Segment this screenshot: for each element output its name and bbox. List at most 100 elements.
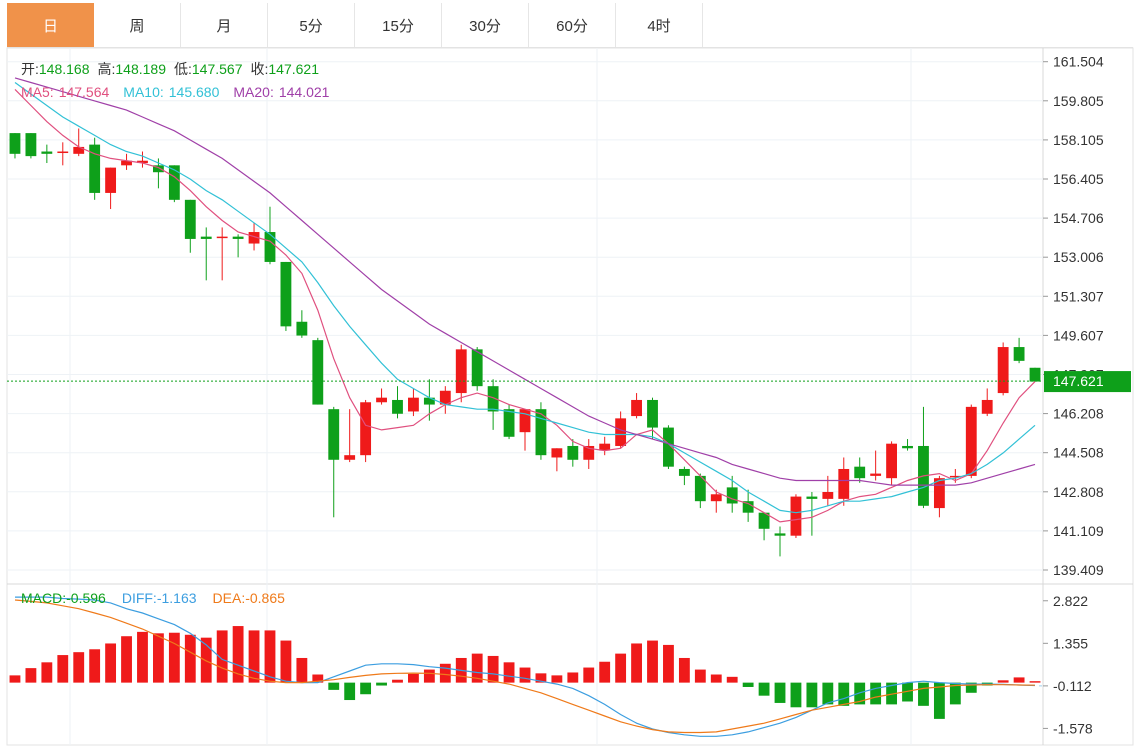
candle-body bbox=[216, 236, 228, 239]
tab-month[interactable]: 月 bbox=[181, 3, 268, 47]
ma20-label: MA20: bbox=[233, 84, 273, 100]
candle-body bbox=[742, 501, 754, 513]
ma10-value: 145.680 bbox=[169, 84, 220, 100]
candle-body bbox=[965, 406, 977, 476]
macd-bar bbox=[678, 657, 690, 683]
price-tick-label: 158.105 bbox=[1053, 132, 1104, 148]
macd-bar bbox=[806, 682, 818, 708]
dea-line bbox=[14, 599, 1036, 734]
tab-60min[interactable]: 60分 bbox=[529, 3, 616, 47]
candle-body bbox=[25, 133, 37, 157]
macd-bar bbox=[137, 631, 148, 683]
candle-body bbox=[392, 399, 403, 414]
candle-body bbox=[487, 386, 499, 412]
price-tick-label: 154.706 bbox=[1053, 210, 1104, 226]
macd-bar bbox=[121, 636, 132, 683]
macd-bar bbox=[551, 675, 563, 683]
candle-body bbox=[997, 347, 1009, 394]
candle-body bbox=[312, 340, 324, 405]
macd-bar bbox=[519, 667, 531, 683]
candle-body bbox=[806, 496, 818, 499]
macd-bar bbox=[376, 682, 387, 686]
price-tick-label: 156.405 bbox=[1053, 171, 1104, 187]
candle-body bbox=[296, 321, 308, 336]
candle-body bbox=[933, 478, 945, 509]
high-value: 148.189 bbox=[115, 61, 166, 77]
macd-bar bbox=[184, 634, 196, 683]
candle-body bbox=[519, 409, 531, 433]
candle-body bbox=[567, 445, 579, 460]
macd-bar bbox=[57, 655, 69, 683]
macd-bar bbox=[439, 663, 451, 683]
candle-body bbox=[981, 399, 993, 414]
candle-body bbox=[137, 160, 148, 164]
ma20-line bbox=[14, 77, 1036, 486]
tab-15min[interactable]: 15分 bbox=[355, 3, 442, 47]
macd-bar bbox=[41, 662, 53, 683]
candle-body bbox=[663, 427, 674, 467]
candle-body bbox=[535, 409, 547, 456]
candle-body bbox=[1013, 347, 1025, 361]
candle-body bbox=[902, 445, 913, 449]
candle-body bbox=[280, 261, 292, 327]
macd-bar bbox=[1029, 681, 1041, 683]
tab-4hour[interactable]: 4时 bbox=[616, 3, 703, 47]
candle-body bbox=[949, 475, 961, 478]
candle-body bbox=[9, 133, 21, 154]
candle-body bbox=[854, 466, 866, 479]
macd-bar bbox=[933, 682, 945, 719]
candle-body bbox=[838, 468, 850, 499]
candle-body bbox=[57, 151, 69, 154]
macd-tick-label: 1.355 bbox=[1053, 635, 1088, 651]
macd-bar bbox=[264, 630, 276, 683]
tab-5min[interactable]: 5分 bbox=[268, 3, 355, 47]
candle-body bbox=[121, 160, 132, 166]
candle-body bbox=[360, 402, 372, 456]
price-tick-label: 146.208 bbox=[1053, 406, 1104, 422]
period-tabs: 日 周 月 5分 15分 30分 60分 4时 bbox=[7, 3, 1133, 48]
macd-bar bbox=[9, 675, 21, 683]
candle-body bbox=[790, 496, 802, 536]
price-tick-label: 161.504 bbox=[1053, 54, 1104, 70]
price-tick-label: 142.808 bbox=[1053, 484, 1104, 500]
macd-bar bbox=[838, 682, 850, 706]
macd-bar bbox=[918, 682, 929, 706]
candle-body bbox=[710, 494, 722, 502]
macd-bar bbox=[694, 669, 706, 683]
macd-bar bbox=[997, 680, 1009, 683]
candle-body bbox=[870, 473, 882, 476]
candle-body bbox=[647, 399, 658, 428]
macd-bar bbox=[248, 630, 260, 683]
tab-day[interactable]: 日 bbox=[7, 3, 94, 47]
candle-body bbox=[328, 409, 340, 460]
macd-tick-label: -1.578 bbox=[1053, 720, 1093, 736]
macd-bar bbox=[503, 662, 515, 683]
tab-30min[interactable]: 30分 bbox=[442, 3, 529, 47]
macd-bar bbox=[615, 653, 627, 683]
macd-value: -0.596 bbox=[66, 590, 106, 606]
diff-line bbox=[15, 596, 1036, 737]
macd-bar bbox=[280, 640, 292, 683]
macd-bars-layer bbox=[9, 626, 1043, 719]
candle-body bbox=[583, 445, 595, 460]
macd-bar bbox=[216, 630, 228, 683]
ma20-value: 144.021 bbox=[279, 84, 330, 100]
candle-body bbox=[73, 146, 85, 154]
macd-bar bbox=[631, 643, 642, 683]
candle-body bbox=[264, 232, 276, 262]
tab-week[interactable]: 周 bbox=[94, 3, 181, 47]
high-label: 高: bbox=[98, 61, 116, 77]
macd-bar bbox=[726, 676, 738, 683]
low-value: 147.567 bbox=[192, 61, 243, 77]
price-tick-label: 149.607 bbox=[1053, 327, 1104, 343]
candle-body bbox=[631, 399, 642, 417]
macd-bar bbox=[535, 673, 547, 683]
macd-bar bbox=[392, 679, 403, 683]
ma5-line bbox=[14, 88, 1036, 523]
macd-bar bbox=[774, 682, 786, 703]
macd-bar bbox=[408, 673, 419, 683]
macd-bar bbox=[360, 682, 372, 695]
